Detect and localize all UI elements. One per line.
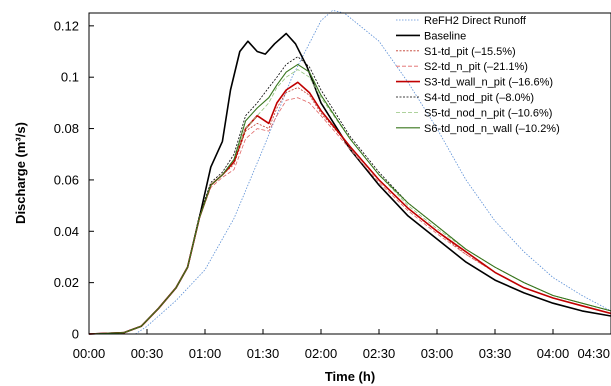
x-axis-title: Time (h) [325, 369, 375, 384]
plot-frame [88, 12, 611, 335]
x-tick-label: 00:30 [131, 346, 164, 361]
y-tick-label: 0.04 [54, 224, 79, 239]
y-axis-title: Discharge (m³/s) [13, 122, 28, 224]
legend-label-1: ReFH2 Direct Runoff [424, 15, 527, 27]
legend-label-6: S4-td_nod_pit (–8.0%) [424, 92, 534, 104]
y-axis: 0 0.02 0.04 0.06 0.08 0.1 0.12 [54, 18, 94, 342]
legend: ReFH2 Direct Runoff Baseline S1-td_pit (–1… [396, 15, 560, 135]
y-tick-label: 0.02 [54, 275, 79, 290]
x-tick-label: 04:30 [577, 346, 610, 361]
x-tick-label: 01:30 [247, 346, 280, 361]
legend-label-7: S5-td_nod_n_pit (–10.6%) [424, 107, 552, 119]
x-tick-label: 03:30 [479, 346, 512, 361]
legend-label-8: S6-td_nod_n_wall (–10.2%) [424, 123, 560, 135]
y-tick-label: 0.06 [54, 172, 79, 187]
y-tick-label: 0.1 [61, 70, 79, 85]
legend-label-2: Baseline [424, 30, 466, 42]
y-tick-label: 0.12 [54, 18, 79, 33]
y-tick-label: 0.08 [54, 121, 79, 136]
series-layer [88, 10, 611, 335]
x-tick-label: 04:00 [537, 346, 570, 361]
y-tick-label: 0 [72, 327, 79, 342]
x-axis: 00:00 00:30 01:00 01:30 02:00 02:30 03:00 03:30… [73, 329, 611, 361]
x-tick-label: 00:00 [73, 346, 106, 361]
legend-label-3: S1-td_pit (–15.5%) [424, 46, 516, 58]
x-tick-label: 02:00 [305, 346, 338, 361]
legend-label-5: S3-td_wall_n_pit (–16.6%) [424, 77, 553, 89]
series-line-8 [88, 63, 611, 335]
x-tick-label: 01:00 [189, 346, 222, 361]
legend-label-4: S2-td_n_pit (–21.1%) [424, 61, 528, 73]
x-tick-label: 02:30 [363, 346, 396, 361]
x-tick-label: 03:00 [421, 346, 454, 361]
